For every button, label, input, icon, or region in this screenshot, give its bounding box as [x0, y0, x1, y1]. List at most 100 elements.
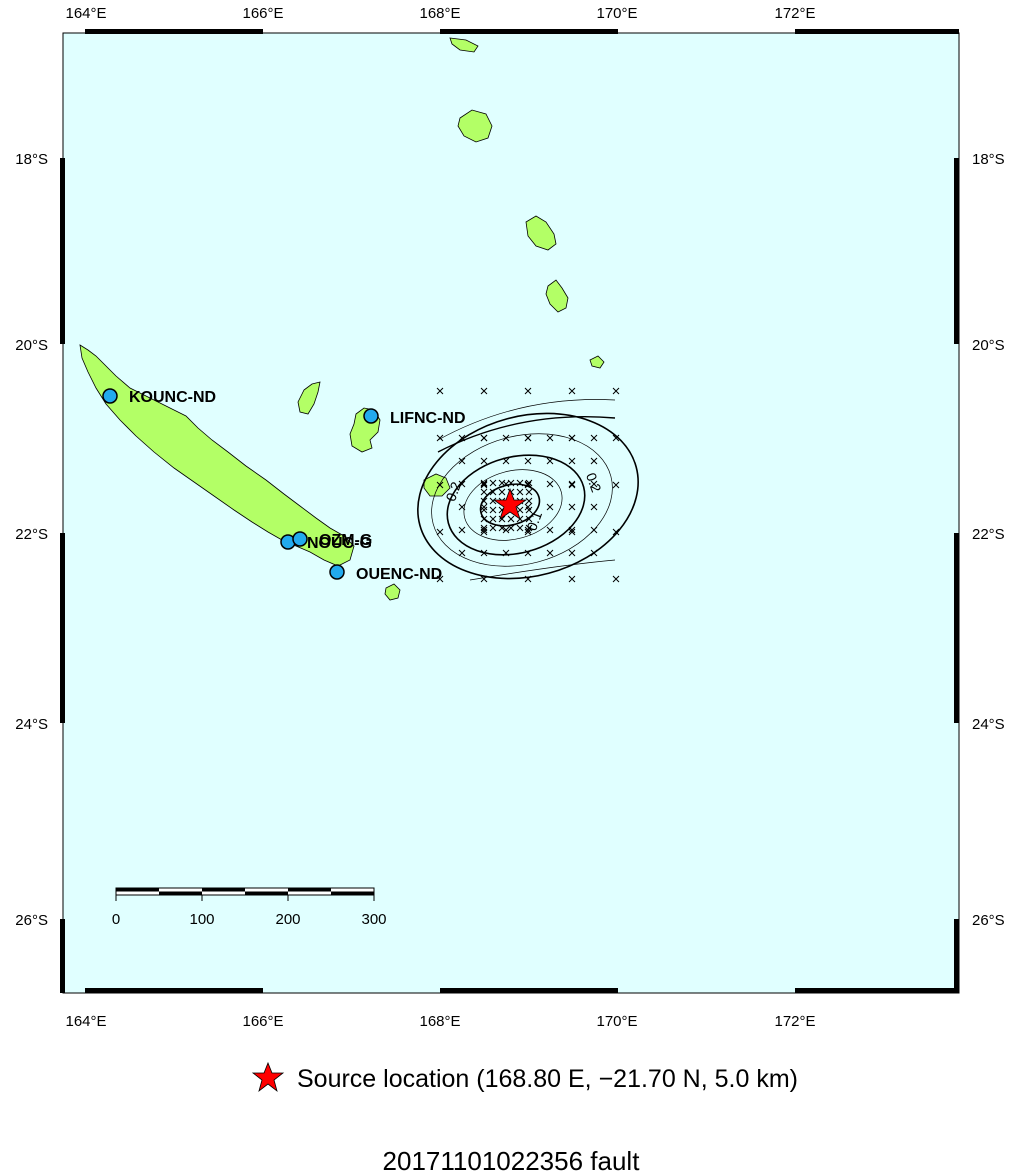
grid-point [568, 503, 576, 511]
grid-point [436, 434, 444, 442]
lon-tick-label: 168°E [419, 1013, 460, 1030]
grid-point [507, 479, 515, 487]
grid-point [480, 479, 488, 487]
grid-point [458, 549, 466, 557]
grid-point [480, 515, 488, 523]
lon-tick-label: 166°E [242, 1013, 283, 1030]
grid-point [458, 434, 466, 442]
lat-tick-label: 22°S [972, 526, 1005, 543]
lat-tick-label: 20°S [972, 337, 1005, 354]
ouvea-island [297, 381, 321, 415]
station-label: OUENC-ND [356, 566, 442, 583]
grid-point [458, 503, 466, 511]
grid-point [480, 503, 488, 511]
legend-star-icon [251, 1061, 285, 1093]
lon-tick-label: 170°E [596, 5, 637, 22]
lon-tick-label: 172°E [774, 1013, 815, 1030]
vanuatu-north-island [449, 37, 479, 53]
grid-point [480, 387, 488, 395]
grid-point [590, 503, 598, 511]
grid-point [525, 488, 533, 496]
lon-tick-label: 164°E [65, 5, 106, 22]
lat-tick-label: 18°S [972, 151, 1005, 168]
grid-point [590, 434, 598, 442]
grid-point [436, 575, 444, 583]
grid-point [498, 479, 506, 487]
scale-label: 200 [275, 911, 300, 928]
lat-tick-label: 26°S [15, 912, 48, 929]
grid-point [568, 481, 576, 489]
grid-point [489, 524, 497, 532]
contour-label: 0.2 [442, 479, 464, 503]
figure-title: 20171101022356 fault [383, 1146, 641, 1175]
grid-point [436, 528, 444, 536]
grid-point [480, 524, 488, 532]
lat-tick-label: 20°S [15, 337, 48, 354]
grid-point [498, 515, 506, 523]
mare-island [423, 473, 451, 497]
grid-point [612, 434, 620, 442]
grid-point [524, 481, 532, 489]
scale-label: 100 [189, 911, 214, 928]
grid-point [612, 575, 620, 583]
lon-tick-label: 166°E [242, 5, 283, 22]
contour-line [463, 469, 563, 541]
station-marker-lifnc[interactable] [363, 408, 379, 424]
station-marker-ozm[interactable] [292, 531, 308, 547]
contour-labels: 0.2 0.2 0.1 [442, 471, 604, 533]
grid-point [590, 480, 598, 488]
isle-of-pines [384, 583, 401, 601]
grid-point [489, 506, 497, 514]
grid-point [612, 481, 620, 489]
grid-point [480, 457, 488, 465]
grid-point [546, 480, 554, 488]
scale-bar: 0 100 200 300 [112, 887, 387, 928]
grid-point [480, 575, 488, 583]
grid-point [568, 575, 576, 583]
scale-label: 300 [361, 911, 386, 928]
grid-point [524, 387, 532, 395]
lon-tick-label: 170°E [596, 1013, 637, 1030]
grid-point [568, 528, 576, 536]
source-star[interactable] [492, 487, 528, 521]
grid-point [524, 549, 532, 557]
grid-point [489, 515, 497, 523]
station-marker-ouenc[interactable] [329, 564, 345, 580]
grid-point [480, 526, 488, 534]
grid-point [546, 457, 554, 465]
station-label: NOUC-G [307, 535, 372, 552]
grid-point [546, 503, 554, 511]
lat-tick-label: 18°S [15, 151, 48, 168]
grid-point [480, 481, 488, 489]
grid-point [516, 488, 524, 496]
grid-point [524, 526, 532, 534]
station-marker-kounc[interactable] [102, 388, 118, 404]
grid-point [502, 434, 510, 442]
scale-label: 0 [112, 911, 120, 928]
station-label: LIFNC-ND [390, 410, 466, 427]
grid-point [590, 526, 598, 534]
station-label: KOUNC-ND [129, 389, 216, 406]
station-label: OZM-G [319, 532, 372, 549]
grid-point [502, 457, 510, 465]
lat-tick-label: 24°S [972, 716, 1005, 733]
grid-point [480, 497, 488, 505]
grid-point [458, 480, 466, 488]
grid-point [498, 488, 506, 496]
erromango-island [525, 215, 557, 251]
aneityum-island [589, 355, 605, 369]
grid-point [524, 528, 532, 536]
legend-text: Source location (168.80 E, −21.70 N, 5.0… [297, 1065, 798, 1093]
grid-point [612, 528, 620, 536]
grid-point [480, 506, 488, 514]
lat-tick-label: 22°S [15, 526, 48, 543]
grid-point [489, 488, 497, 496]
grid-point [525, 506, 533, 514]
legend: Source location (168.80 E, −21.70 N, 5.0… [251, 1061, 798, 1093]
lat-ticks-right: 18°S 20°S 22°S 24°S 26°S [972, 151, 1005, 929]
lon-tick-label: 172°E [774, 5, 815, 22]
grid-point [507, 515, 515, 523]
grid-point [516, 479, 524, 487]
grid-point [525, 524, 533, 532]
